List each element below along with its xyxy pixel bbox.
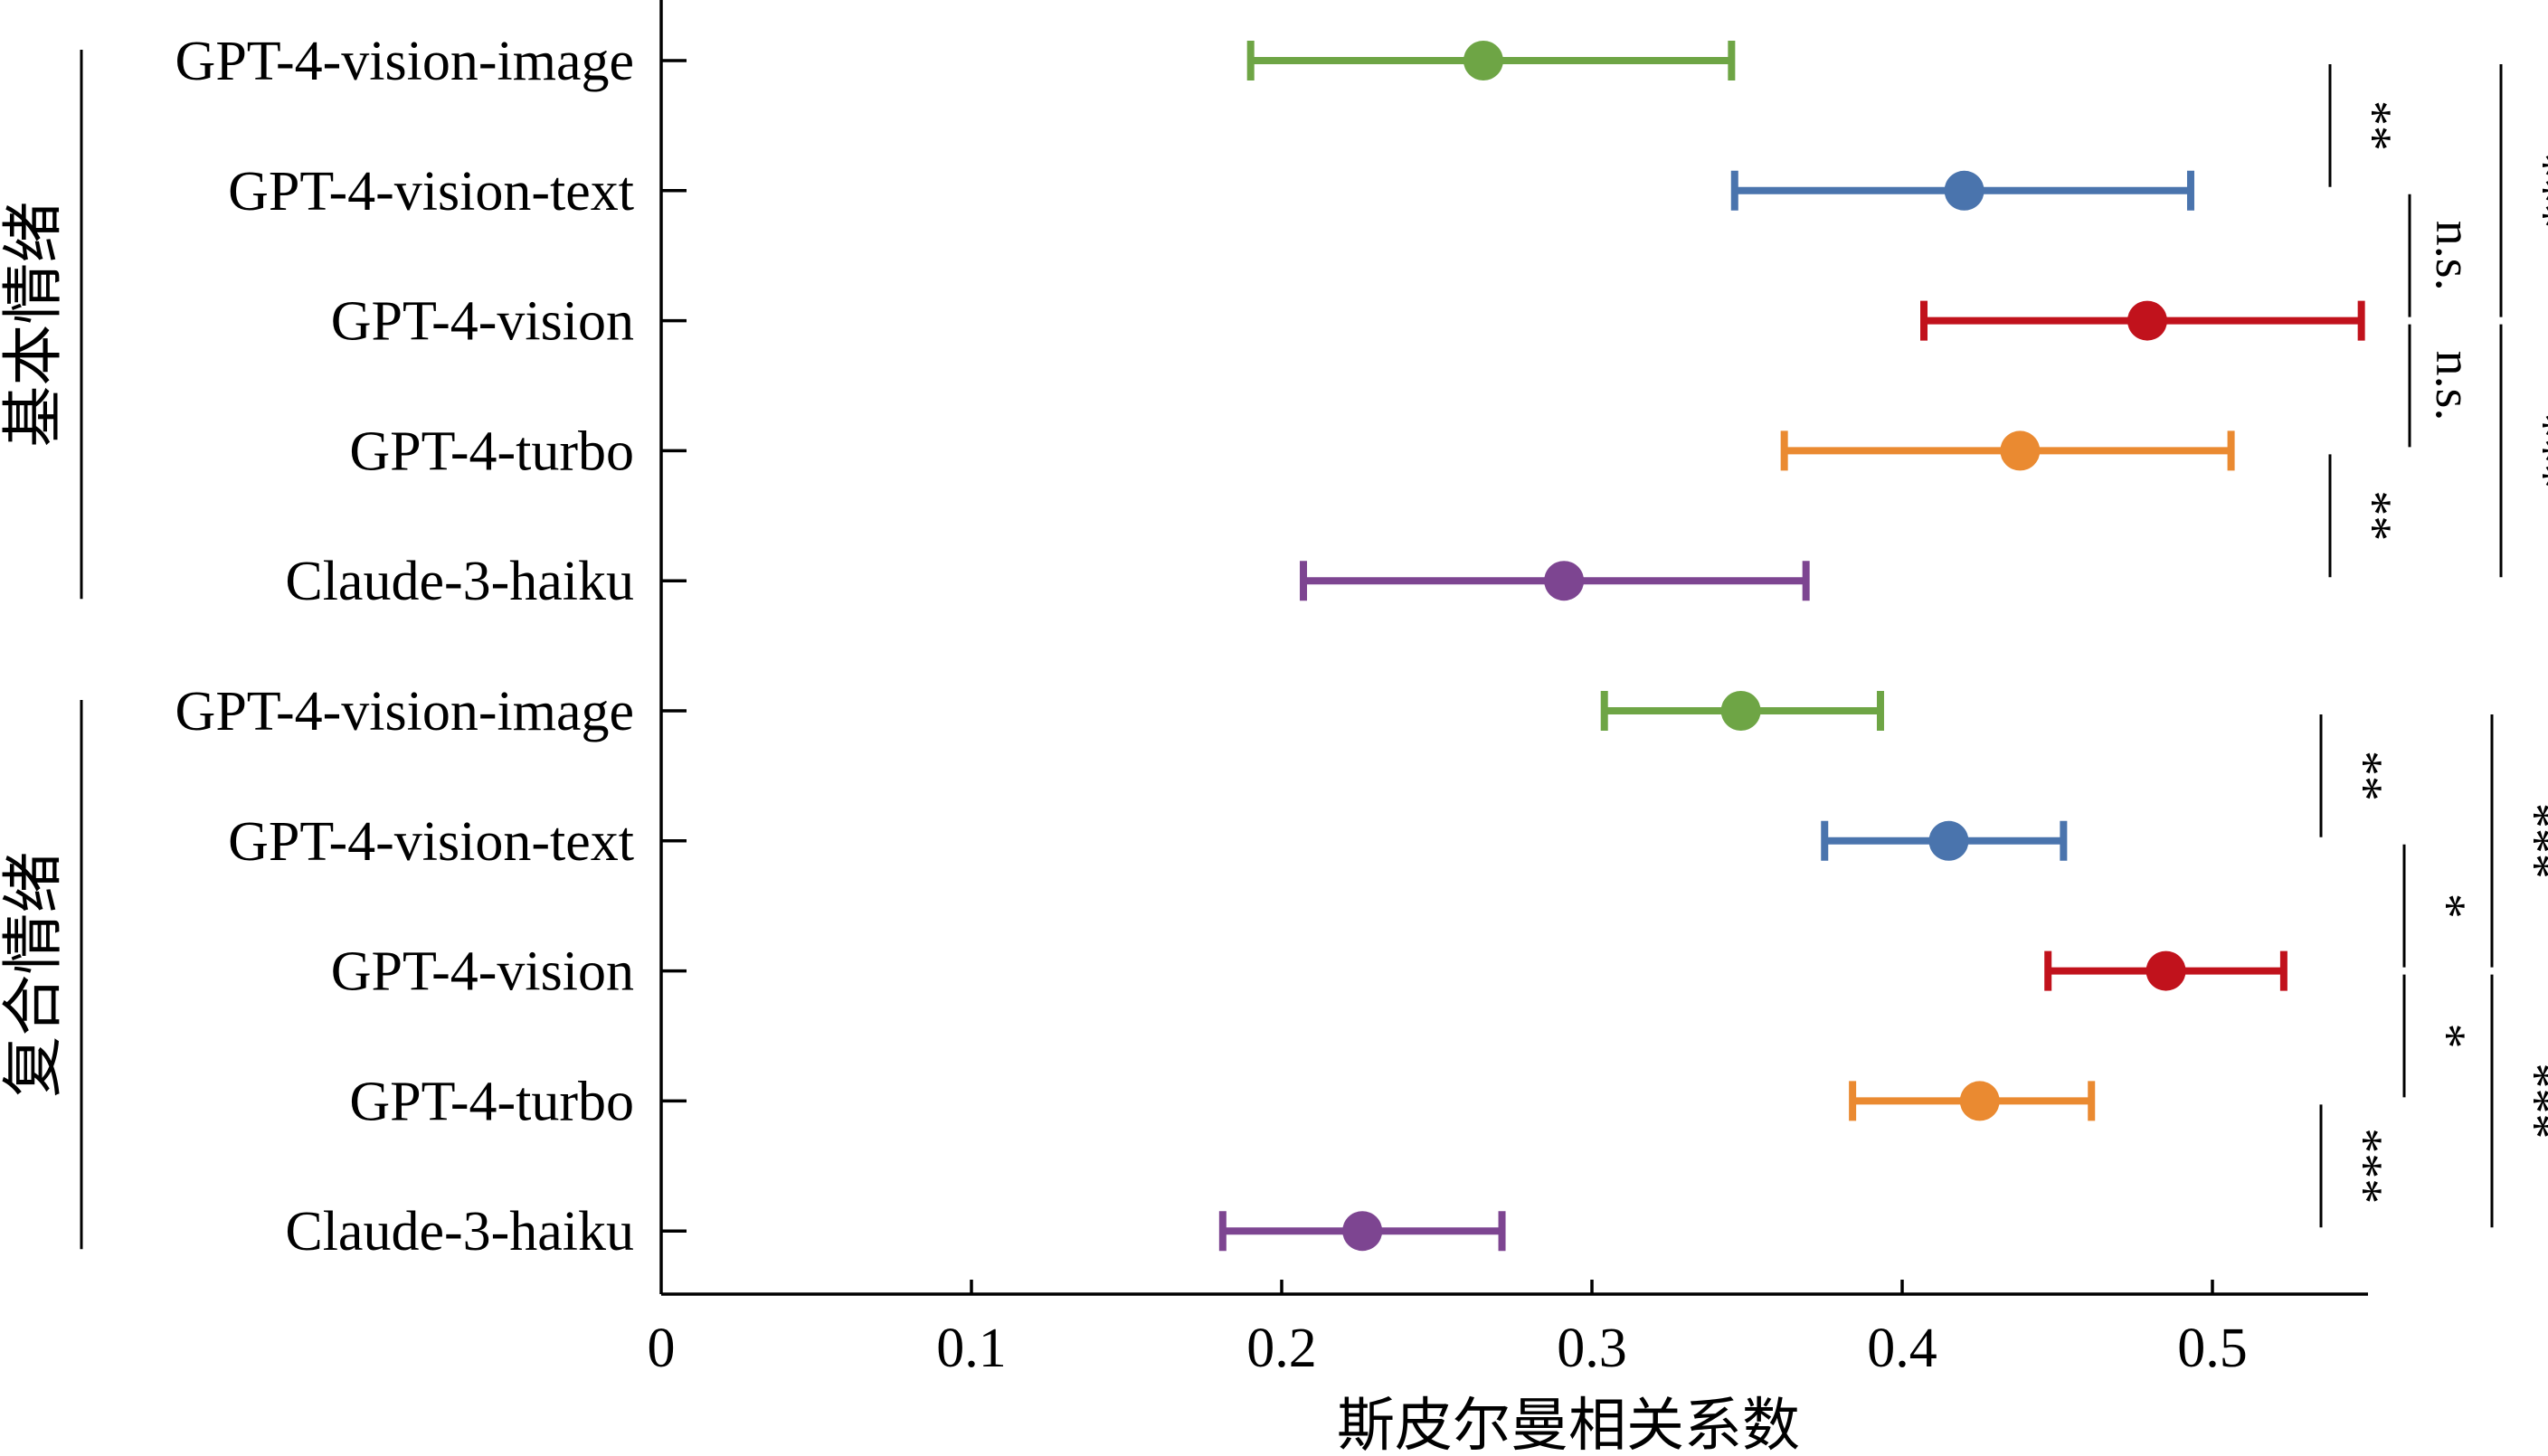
mean-point bbox=[2000, 430, 2041, 471]
y-tick-label: GPT-4-turbo bbox=[349, 421, 634, 482]
mean-point bbox=[1944, 170, 1984, 211]
x-axis-title: 斯皮尔曼相关系数 bbox=[1337, 1394, 1800, 1456]
mean-point bbox=[2145, 950, 2186, 991]
y-tick-label: Claude-3-haiku bbox=[285, 1201, 634, 1262]
x-tick-label: 0.1 bbox=[936, 1318, 1007, 1379]
mean-point bbox=[1544, 561, 1585, 601]
significance-label: ** bbox=[2336, 751, 2392, 801]
mean-point bbox=[1959, 1081, 2000, 1121]
significance-label: *** bbox=[2516, 412, 2548, 488]
y-tick-label: GPT-4-vision-text bbox=[228, 811, 634, 873]
significance-label: *** bbox=[2507, 1063, 2548, 1139]
group-label: 复合情绪 bbox=[0, 852, 68, 1098]
mean-point bbox=[2126, 300, 2167, 341]
significance-label: *** bbox=[2507, 803, 2548, 879]
y-tick-label: GPT-4-vision bbox=[331, 291, 634, 353]
group-label: 基本情绪 bbox=[0, 202, 68, 448]
significance-label: * bbox=[2420, 1024, 2476, 1049]
y-tick-label: GPT-4-vision-text bbox=[228, 161, 634, 222]
marks bbox=[1218, 41, 2365, 1252]
x-tick-label: 0.5 bbox=[2177, 1318, 2248, 1379]
axes: 0 0.1 0.2 0.3 0.4 0.5 GPT-4-vision-image GPT-4-… bbox=[175, 0, 2368, 1379]
significance-label: n.s. bbox=[2425, 351, 2481, 421]
significance-label: *** bbox=[2516, 153, 2548, 229]
significance-label: *** bbox=[2336, 1128, 2392, 1204]
significance-label: * bbox=[2420, 893, 2476, 919]
significance-label: ** bbox=[2345, 100, 2401, 151]
x-tick-label: 0.4 bbox=[1867, 1318, 1937, 1379]
x-tick-label: 0.2 bbox=[1246, 1318, 1317, 1379]
y-tick-label: GPT-4-vision-image bbox=[175, 31, 634, 92]
x-tick-label: 0 bbox=[648, 1318, 676, 1379]
significance-label: ** bbox=[2345, 490, 2401, 541]
mean-point bbox=[1928, 820, 1969, 861]
y-tick-label: GPT-4-turbo bbox=[349, 1071, 634, 1132]
significance-annotations: **n.s.n.s.********************* bbox=[2319, 64, 2548, 1228]
mean-point bbox=[1720, 691, 1761, 731]
y-tick-label: Claude-3-haiku bbox=[285, 551, 634, 612]
mean-point bbox=[1463, 41, 1503, 80]
y-tick-label: GPT-4-vision bbox=[331, 941, 634, 1003]
x-tick-label: 0.3 bbox=[1557, 1318, 1627, 1379]
mean-point bbox=[1342, 1211, 1383, 1252]
y-tick-label: GPT-4-vision-image bbox=[175, 681, 634, 742]
significance-label: n.s. bbox=[2425, 221, 2481, 291]
